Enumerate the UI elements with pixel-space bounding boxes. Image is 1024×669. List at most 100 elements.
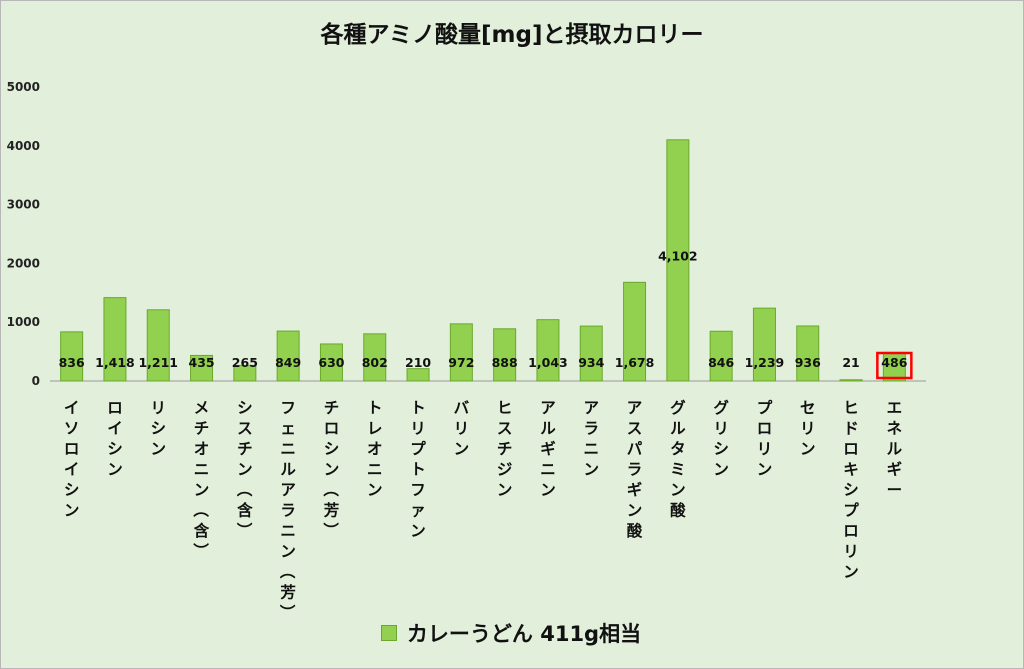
x-tick-label-char: 含 bbox=[194, 521, 210, 540]
x-tick-label-char: （ bbox=[192, 502, 210, 518]
x-tick-label-char: ニ bbox=[540, 461, 556, 479]
x-tick-label-char: シ bbox=[150, 420, 166, 438]
data-label: 630 bbox=[318, 355, 344, 370]
x-tick-label-char: ギ bbox=[627, 481, 643, 499]
x-tick-label-char: ソ bbox=[64, 420, 80, 438]
x-tick-label-char: プ bbox=[410, 439, 426, 458]
x-tick-label-char: ン bbox=[64, 502, 80, 520]
x-tick-label-char: ァ bbox=[410, 502, 426, 520]
data-label: 972 bbox=[448, 355, 474, 370]
x-tick-label-char: ン bbox=[497, 481, 513, 499]
x-tick-label-char: ネ bbox=[887, 420, 903, 438]
data-label: 265 bbox=[232, 355, 258, 370]
x-tick-label-char: ス bbox=[627, 420, 643, 438]
data-label: 802 bbox=[362, 355, 388, 370]
x-tick-label-char: エ bbox=[887, 399, 903, 417]
bar bbox=[60, 331, 84, 382]
x-tick-label-char: バ bbox=[454, 399, 470, 417]
x-tick-label-char: ン bbox=[454, 440, 470, 458]
y-tick-label: 4000 bbox=[7, 139, 40, 153]
x-tick-label-char: シ bbox=[107, 440, 123, 458]
x-tick-label-char: オ bbox=[194, 440, 210, 458]
x-tick-label-char: ル bbox=[887, 440, 903, 458]
x-tick-label-char: ロ bbox=[107, 399, 123, 417]
x-tick-label-char: ラ bbox=[627, 461, 643, 479]
x-tick-label-char: ン bbox=[843, 563, 859, 581]
x-tick-label-char: ル bbox=[670, 420, 686, 438]
data-label: 849 bbox=[275, 355, 301, 370]
x-tick-label-char: イ bbox=[64, 399, 80, 417]
x-tick-label-char: リ bbox=[843, 543, 859, 561]
x-tick-label-char: ル bbox=[280, 461, 296, 479]
x-tick-label-char: ラ bbox=[280, 502, 296, 520]
bar bbox=[839, 379, 863, 382]
x-tick-label-char: キ bbox=[843, 461, 859, 479]
bar bbox=[319, 343, 343, 382]
x-tick-label-char: ロ bbox=[843, 440, 859, 458]
bar bbox=[796, 325, 820, 382]
bar bbox=[276, 330, 300, 382]
x-tick-label-char: セ bbox=[800, 399, 816, 417]
chart-title: 各種アミノ酸量[mg]と摂取カロリー bbox=[320, 22, 704, 48]
x-tick-label-char: ア bbox=[540, 399, 556, 417]
x-tick-label-char: ン bbox=[627, 502, 643, 520]
x-tick-label-char: ン bbox=[757, 461, 773, 479]
bar bbox=[493, 328, 517, 382]
x-tick-label-char: ン bbox=[324, 461, 340, 479]
x-tick-label-char: ギ bbox=[540, 440, 556, 458]
legend-label: カレーうどん 411g相当 bbox=[406, 622, 642, 646]
x-tick-label-char: イ bbox=[64, 461, 80, 479]
x-tick-label-char: フ bbox=[280, 399, 296, 417]
bar bbox=[363, 333, 387, 382]
data-label: 210 bbox=[405, 355, 431, 370]
data-label: 435 bbox=[189, 355, 215, 370]
x-tick-label-char: パ bbox=[627, 440, 643, 458]
y-tick-label: 3000 bbox=[7, 198, 40, 212]
y-tick-label: 1000 bbox=[7, 315, 40, 329]
x-tick-label-char: ） bbox=[192, 543, 210, 559]
x-tick-label-char: ヒ bbox=[843, 399, 859, 417]
x-tick-label-char: チ bbox=[324, 399, 340, 417]
x-tick-label-char: ー bbox=[887, 481, 903, 499]
x-tick-label-char: ン bbox=[670, 481, 686, 499]
x-tick-label-char: プ bbox=[843, 501, 859, 520]
x-tick-label-char: 芳 bbox=[324, 501, 340, 520]
bar bbox=[103, 297, 127, 382]
highlight-box bbox=[876, 351, 913, 380]
x-tick-label-char: リ bbox=[454, 420, 470, 438]
x-tick-label-char: ロ bbox=[324, 420, 340, 438]
bar bbox=[146, 309, 170, 382]
x-tick-label-char: ） bbox=[235, 522, 253, 538]
bar bbox=[752, 307, 776, 382]
bar bbox=[406, 368, 430, 382]
x-tick-label-char: ン bbox=[194, 481, 210, 499]
data-label: 936 bbox=[795, 355, 821, 370]
data-label: 1,043 bbox=[528, 355, 568, 370]
x-tick-label-char: 酸 bbox=[670, 501, 686, 520]
x-tick-label-char: ン bbox=[540, 481, 556, 499]
x-tick-label-char: タ bbox=[670, 440, 686, 458]
x-tick-label-char: （ bbox=[235, 481, 253, 497]
bar bbox=[536, 319, 560, 382]
data-label: 846 bbox=[708, 355, 734, 370]
x-tick-label-char: グ bbox=[670, 398, 686, 417]
x-tick-label-char: ト bbox=[410, 399, 426, 417]
data-label: 934 bbox=[578, 355, 604, 370]
x-tick-label-char: 芳 bbox=[280, 583, 296, 602]
bar bbox=[449, 323, 473, 382]
data-label: 836 bbox=[59, 355, 85, 370]
x-tick-label-char: ニ bbox=[583, 440, 599, 458]
x-tick-label-char: ニ bbox=[280, 522, 296, 540]
x-tick-label-char: ジ bbox=[497, 461, 513, 479]
x-tick-label-char: （ bbox=[278, 563, 296, 579]
bar bbox=[190, 354, 214, 382]
x-tick-label-char: ） bbox=[321, 522, 339, 538]
data-label: 1,239 bbox=[745, 355, 785, 370]
x-tick-label-char: シ bbox=[324, 440, 340, 458]
x-tick-label-char: ト bbox=[367, 399, 383, 417]
x-tick-label-char: リ bbox=[713, 420, 729, 438]
x-tick-label-char: ア bbox=[583, 399, 599, 417]
data-label: 1,211 bbox=[138, 355, 178, 370]
x-tick-label-char: ン bbox=[367, 481, 383, 499]
